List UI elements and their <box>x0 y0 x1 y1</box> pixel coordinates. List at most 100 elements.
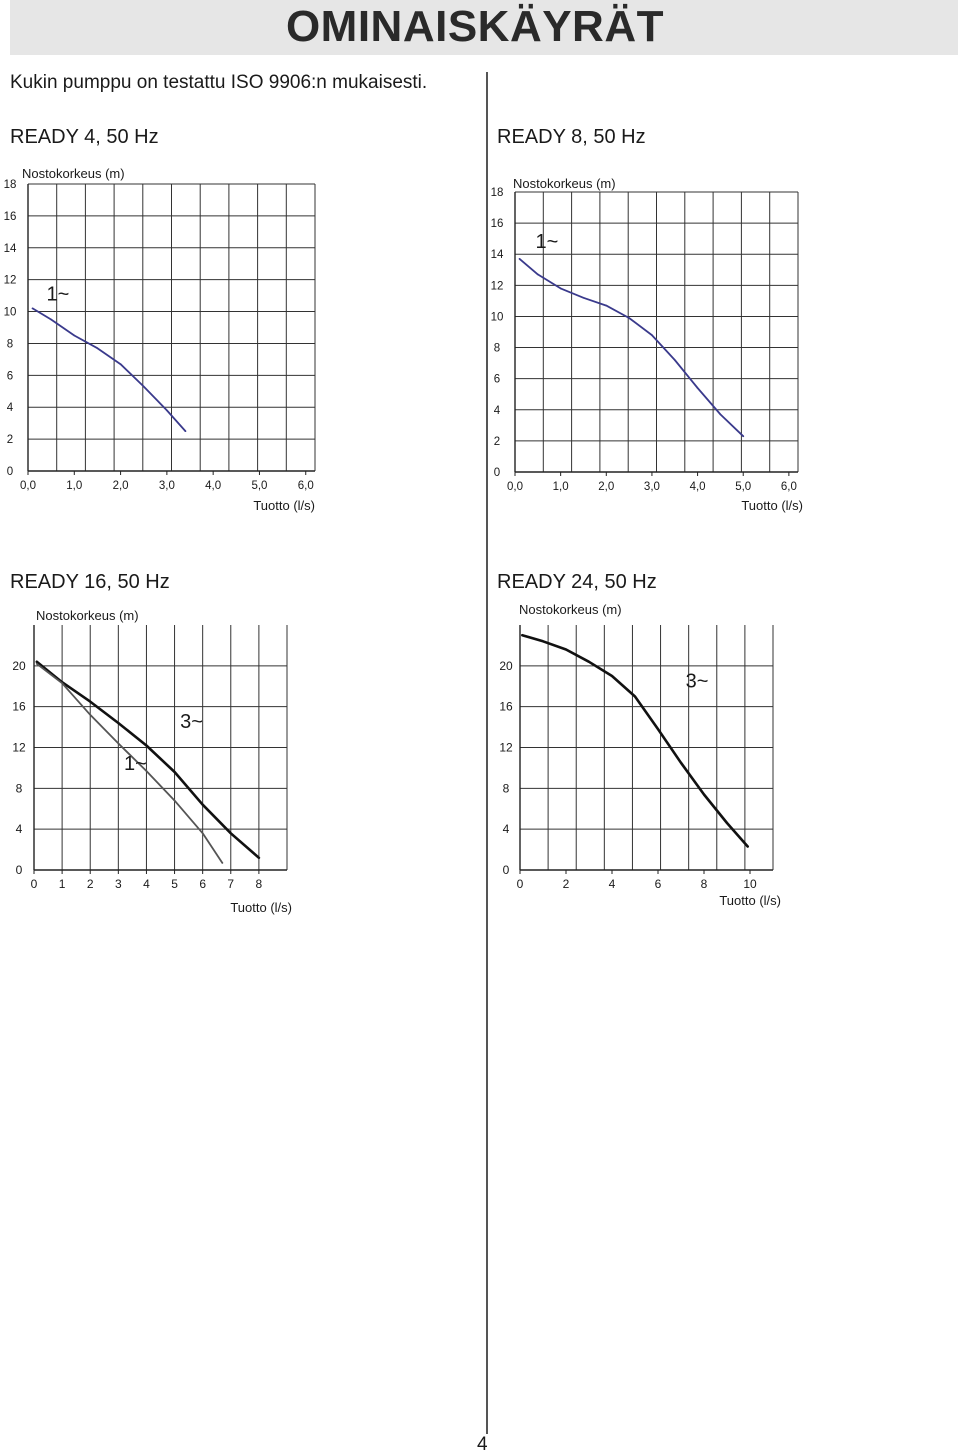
series-point <box>542 640 544 643</box>
x-tick-label: 4 <box>143 877 150 891</box>
y-tick-label: 2 <box>494 436 500 448</box>
series-point <box>201 832 204 835</box>
series-point <box>96 347 99 350</box>
y-tick-label: 12 <box>499 741 513 755</box>
series-label: 1~ <box>124 753 147 775</box>
x-tick-label: 1,0 <box>553 481 569 493</box>
y-tick-label: 16 <box>491 218 504 230</box>
x-tick-label: 0 <box>31 877 38 891</box>
series-line-1 <box>521 633 749 848</box>
y-tick-label: 14 <box>4 243 17 255</box>
series-point <box>117 722 120 724</box>
x-tick-label: 4,0 <box>205 480 221 492</box>
y-tick-label: 8 <box>494 343 500 355</box>
x-axis-label: Tuotto (l/s) <box>230 900 292 915</box>
series-point <box>89 714 92 716</box>
series-point <box>611 675 613 677</box>
y-tick-label: 12 <box>4 275 17 287</box>
x-tick-label: 6 <box>199 877 206 891</box>
y-tick-label: 20 <box>499 659 513 673</box>
series-point <box>142 385 145 388</box>
chart-title-ready-24: READY 24, 50 Hz <box>497 571 657 593</box>
chart-title-ready-16: READY 16, 50 Hz <box>10 571 170 593</box>
x-tick-label: 0,0 <box>507 481 523 493</box>
y-axis-label: Nostokorkeus (m) <box>519 602 622 617</box>
x-axis-label: Tuotto (l/s) <box>719 893 781 908</box>
x-tick-label: 6,0 <box>298 480 314 492</box>
x-tick-label: 7 <box>227 877 234 891</box>
x-tick-label: 8 <box>701 877 708 891</box>
x-tick-label: 4,0 <box>690 481 706 493</box>
y-tick-label: 8 <box>7 338 13 350</box>
chart-ready-4: 0 2 4 6 8 10 12 14 16 18 0,0 1,0 2,0 3,0 4,0 5,0 6,0 Nost… <box>4 166 316 513</box>
series-label: 3~ <box>686 670 709 692</box>
y-tick-label: 6 <box>494 374 500 386</box>
series-point <box>173 799 176 802</box>
y-tick-label: 0 <box>7 466 13 478</box>
series-point <box>518 258 521 260</box>
y-tick-label: 18 <box>4 179 17 191</box>
x-tick-label: 2,0 <box>113 480 129 492</box>
series-point <box>166 409 168 412</box>
x-tick-label: 6,0 <box>781 481 797 493</box>
x-axis-label: Tuotto (l/s) <box>253 498 315 513</box>
y-axis-label: Nostokorkeus (m) <box>22 166 125 181</box>
series-line-1 <box>31 307 187 432</box>
x-tick-label: 1,0 <box>66 480 82 492</box>
y-tick-label: 20 <box>12 659 26 673</box>
series-point <box>628 317 630 319</box>
intro-text: Kukin pumppu on testattu ISO 9906:n muka… <box>10 72 428 93</box>
series-point <box>201 803 204 806</box>
y-tick-label: 4 <box>494 405 501 417</box>
series-point <box>657 728 659 730</box>
series-point <box>521 634 524 637</box>
series-point <box>673 359 676 361</box>
chart-title-ready-8: READY 8, 50 Hz <box>497 126 646 148</box>
y-tick-label: 4 <box>16 822 23 836</box>
series-point <box>742 435 745 438</box>
series-point <box>50 318 52 321</box>
series-point <box>588 660 590 663</box>
y-tick-label: 4 <box>503 822 510 836</box>
series-point <box>559 287 562 290</box>
series-label: 1~ <box>47 283 70 305</box>
x-tick-label: 5,0 <box>735 481 751 493</box>
x-tick-label: 1 <box>59 877 66 891</box>
chart-title-ready-4: READY 4, 50 Hz <box>10 126 159 148</box>
series-point <box>61 682 63 684</box>
series-point <box>31 307 34 310</box>
series-point <box>117 742 120 745</box>
page-number: 4 <box>477 1434 488 1455</box>
x-tick-label: 10 <box>743 877 757 891</box>
y-tick-label: 8 <box>16 781 23 795</box>
series-point <box>89 700 92 703</box>
chart-ready-24: 0 4 8 12 16 20 0 2 4 6 8 10 Nostokorkeus (m) Tuotto (… <box>499 602 781 908</box>
series-point <box>173 771 176 773</box>
y-axis-label: Nostokorkeus (m) <box>36 608 139 623</box>
y-tick-label: 10 <box>491 311 504 323</box>
series-label: 1~ <box>536 231 559 253</box>
y-tick-label: 12 <box>491 280 504 292</box>
x-axis-label: Tuotto (l/s) <box>741 498 803 513</box>
y-tick-label: 0 <box>494 467 500 479</box>
x-tick-label: 5,0 <box>251 480 267 492</box>
series-point <box>726 822 728 824</box>
series-point <box>651 334 653 336</box>
series-point <box>229 832 232 835</box>
y-tick-label: 6 <box>7 370 13 382</box>
series-point <box>119 363 122 365</box>
series-point <box>537 273 539 276</box>
series-point <box>258 856 260 859</box>
x-tick-label: 2,0 <box>598 481 614 493</box>
y-tick-label: 16 <box>4 211 17 223</box>
series-point <box>36 662 38 665</box>
series-point <box>605 304 608 307</box>
series-line-2 <box>35 662 224 864</box>
y-tick-label: 8 <box>503 781 510 795</box>
y-tick-label: 4 <box>7 402 14 414</box>
series-point <box>746 845 749 848</box>
x-tick-label: 8 <box>256 877 263 891</box>
title-banner <box>10 0 958 55</box>
y-tick-label: 0 <box>16 863 23 877</box>
